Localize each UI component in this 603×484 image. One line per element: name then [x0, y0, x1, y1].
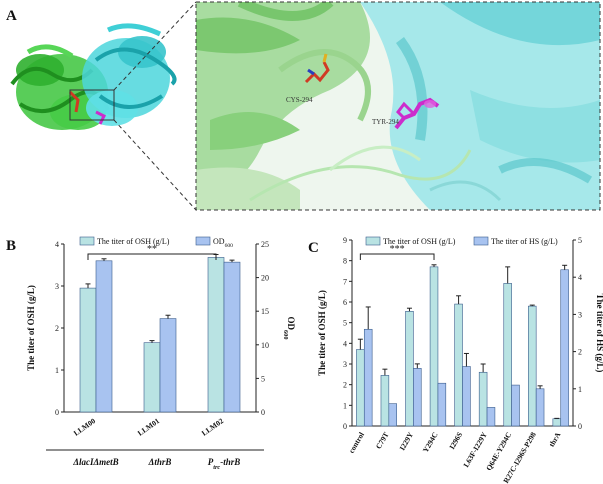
legend-swatch [195, 236, 211, 246]
right-tick-label: 25 [261, 240, 269, 249]
category-label: thrA [547, 430, 563, 448]
legend-swatch [365, 236, 381, 246]
left-tick-label: 1 [55, 366, 59, 375]
protein-overview-structure [10, 23, 177, 130]
bar-series-1 [207, 257, 225, 413]
left-tick-label: 9 [343, 236, 347, 245]
bar-series-1 [478, 371, 488, 427]
group-label: ΔlacIΔmetB [72, 457, 118, 467]
left-tick-label: 7 [343, 277, 347, 286]
bar-series-2 [535, 388, 545, 427]
bar-series-2 [511, 384, 520, 427]
category-label: control [347, 431, 366, 455]
bar-series-1 [79, 287, 97, 413]
right-tick-label: 15 [261, 307, 269, 316]
right-tick-label: 5 [261, 374, 265, 383]
legend-swatch [79, 236, 95, 246]
bar-series-1 [454, 303, 463, 427]
left-tick-label: 1 [343, 401, 347, 410]
bar-series-2 [95, 260, 113, 413]
legend-label: The titer of OSH (g/L) [97, 237, 170, 246]
bar-series-1 [405, 310, 414, 427]
left-tick-label: 5 [343, 319, 347, 328]
bar-series-2 [223, 261, 241, 413]
right-tick-label: 0 [261, 408, 265, 417]
y2-axis-title: The titer of HS (g/L) [595, 294, 603, 373]
chart-b: B 0 1 2 3 4 0 5 10 15 20 25 The titer of OSH (g/L) OD… [6, 236, 297, 471]
category-label: LLM01 [136, 416, 162, 438]
bar-series-2 [560, 269, 569, 427]
legend-swatch [473, 236, 489, 246]
category-label: LLM00 [72, 416, 98, 438]
category-label: LLM02 [200, 416, 226, 438]
left-tick-label: 4 [55, 240, 59, 249]
protein-zoom-view [195, 1, 601, 211]
bar-series-2 [413, 368, 422, 427]
category-label: Y294C [421, 431, 440, 455]
left-tick-label: 0 [55, 408, 59, 417]
left-tick-label: 6 [343, 298, 347, 307]
legend-label: The titer of HS (g/L) [491, 237, 558, 246]
bar-series-1 [429, 266, 439, 427]
right-tick-label: 4 [578, 273, 582, 282]
right-tick-label: 10 [261, 341, 269, 350]
left-tick-label: 8 [343, 257, 347, 266]
right-tick-label: 0 [578, 422, 582, 431]
category-label: I229Y [398, 430, 416, 452]
bar-series-2 [437, 382, 447, 427]
y-axis-title: The titer of OSH (g/L) [317, 290, 327, 376]
bar-series-2 [486, 407, 496, 427]
panel-letter: C [308, 240, 319, 256]
significance-label: ** [147, 244, 157, 255]
left-tick-label: 4 [343, 339, 347, 348]
right-tick-label: 3 [578, 310, 582, 319]
bar-series-1 [380, 375, 390, 427]
right-tick-label: 20 [261, 274, 269, 283]
bar-series-1 [143, 342, 161, 413]
left-tick-label: 3 [343, 360, 347, 369]
bar-series-1 [552, 418, 562, 427]
legend-label: OD600 [213, 237, 233, 249]
legend-label: The titer of OSH (g/L) [383, 237, 456, 246]
left-tick-label: 3 [55, 282, 59, 291]
category-label: L63F-I229Y [461, 430, 489, 469]
category-label: C79T [374, 431, 391, 451]
chart-c: C 0 1 2 3 4 5 6 7 8 9 0 1 2 3 4 5 The titer of OSH (g/L) T… [308, 236, 603, 484]
left-tick-label: 2 [343, 381, 347, 390]
left-tick-label: 0 [343, 422, 347, 431]
group-label: ΔthrB [148, 457, 172, 467]
bar-series-2 [388, 403, 397, 427]
right-tick-label: 2 [578, 348, 582, 357]
right-tick-label: 1 [578, 385, 582, 394]
bar-series-2 [363, 328, 373, 427]
significance-bracket [359, 253, 435, 260]
bar-series-2 [462, 366, 471, 427]
y-axis-title: The titer of OSH (g/L) [26, 285, 36, 371]
panel-letter: B [6, 238, 16, 254]
group-label: Ptrc-thrB [208, 457, 241, 471]
zoom-connector-top [113, 1, 197, 91]
zoom-connector-bottom [113, 119, 197, 211]
tyr-294-label: TYR-294 [372, 118, 399, 126]
bar-series-1 [503, 283, 512, 427]
significance-label: *** [390, 244, 405, 255]
y2-axis-title: OD600 [283, 317, 297, 340]
cys-294-label: CYS-294 [286, 96, 313, 104]
bar-series-1 [356, 349, 365, 427]
bar-series-1 [528, 305, 537, 427]
panel-a-letter: A [6, 8, 17, 24]
significance-bracket [87, 253, 217, 260]
bar-series-2 [159, 318, 177, 413]
left-tick-label: 2 [55, 324, 59, 333]
category-label: I296S [447, 431, 464, 451]
right-tick-label: 5 [578, 236, 582, 245]
